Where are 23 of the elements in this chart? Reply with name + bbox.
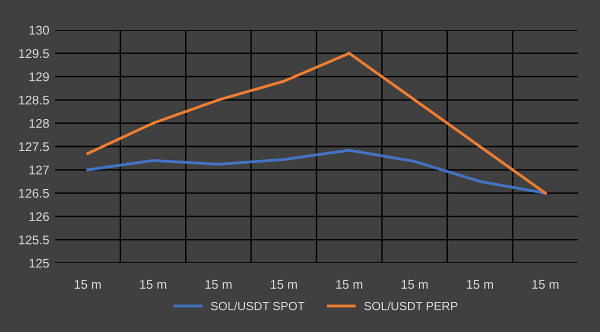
- y-tick-label: 129.5: [19, 49, 49, 58]
- y-tick-label: 125.5: [19, 236, 49, 244]
- legend-label: SOL/USDT SPOT: [210, 302, 304, 310]
- y-tick-label: 127: [30, 166, 49, 174]
- y-tick-label: 129: [30, 72, 49, 82]
- x-tick-label: 15 m: [270, 280, 297, 289]
- x-tick-label: 15 m: [402, 280, 428, 289]
- x-tick-label: 15 m: [205, 280, 232, 289]
- x-tick-label: 15 m: [466, 280, 494, 289]
- legend-label: SOL/USDT PERP: [364, 302, 458, 310]
- line-series: [86, 148, 547, 194]
- y-tick-label: 128: [30, 119, 49, 128]
- y-tick-label: 130: [30, 26, 49, 35]
- y-tick-label: 126.5: [19, 188, 49, 198]
- y-tick-label: 126: [30, 212, 49, 222]
- y-tick-label: 127.5: [19, 142, 49, 152]
- y-tick-label: 128.5: [19, 96, 49, 105]
- x-tick-label: 15 m: [532, 280, 558, 289]
- line-series: [86, 52, 547, 194]
- x-tick-label: 15 m: [74, 280, 101, 289]
- y-tick-label: 125: [30, 258, 49, 268]
- x-tick-label: 15 m: [336, 280, 362, 289]
- x-tick-label: 15 m: [140, 280, 166, 289]
